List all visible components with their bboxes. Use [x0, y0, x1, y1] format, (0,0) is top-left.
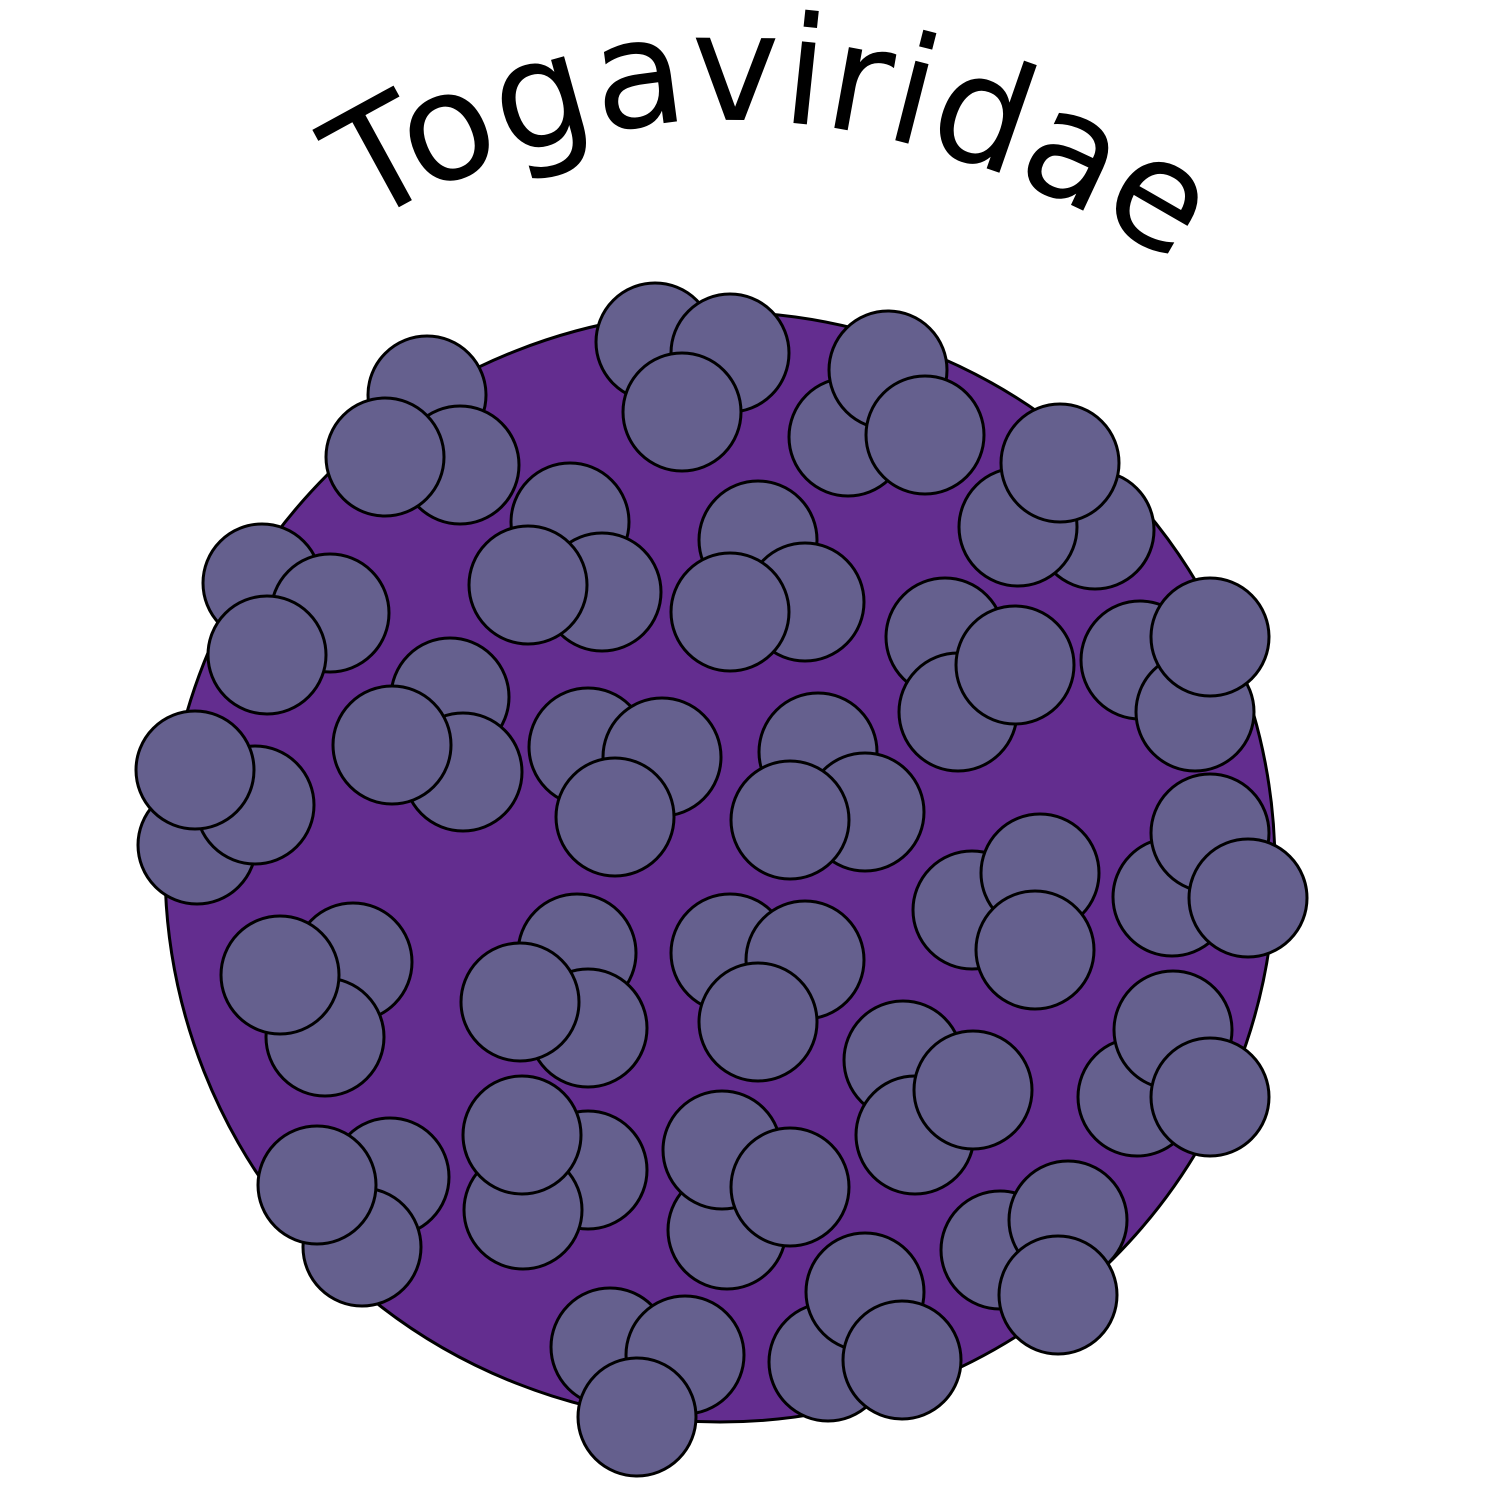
spike-cluster [1111, 772, 1309, 959]
glycoprotein-spike [729, 759, 851, 881]
spike-cluster [549, 1286, 746, 1478]
spike-cluster [219, 901, 414, 1098]
glycoprotein-spike [912, 1029, 1034, 1151]
glycoprotein-spike [669, 551, 791, 673]
glycoprotein-spike [621, 351, 743, 473]
glycoprotein-spike [219, 914, 341, 1036]
spike-cluster [939, 1159, 1129, 1356]
surface-glycoprotein-spikes [134, 281, 1309, 1478]
glycoprotein-spike [461, 1074, 583, 1196]
glycoprotein-spike [697, 961, 819, 1083]
virus-family-title-text: Togaviridae [298, 0, 1244, 294]
spike-cluster [669, 892, 866, 1083]
glycoprotein-spike [256, 1124, 378, 1246]
glycoprotein-spike [1149, 1036, 1271, 1158]
glycoprotein-spike [467, 524, 589, 646]
spike-cluster [256, 1116, 451, 1308]
spike-cluster [884, 576, 1076, 773]
glycoprotein-spike [841, 1299, 963, 1421]
glycoprotein-spike [1149, 576, 1271, 698]
spike-cluster [461, 1074, 649, 1271]
glycoprotein-spike [459, 941, 581, 1063]
glycoprotein-spike [324, 396, 446, 518]
glycoprotein-spike [1187, 837, 1309, 959]
glycoprotein-spike [999, 402, 1121, 524]
glycoprotein-spike [864, 374, 986, 496]
spike-cluster [324, 334, 521, 526]
glycoprotein-spike [331, 684, 453, 806]
spike-cluster [201, 522, 391, 716]
glycoprotein-spike [134, 709, 256, 831]
glycoprotein-spike [206, 594, 328, 716]
spike-cluster [661, 1089, 851, 1291]
virus-family-title: Togaviridae [298, 0, 1244, 294]
spike-cluster [669, 479, 866, 673]
spike-cluster [331, 636, 524, 833]
spike-cluster [459, 892, 649, 1089]
glycoprotein-spike [954, 604, 1076, 726]
glycoprotein-spike [974, 889, 1096, 1011]
spike-cluster [729, 691, 926, 881]
spike-cluster [134, 709, 316, 906]
spike-cluster [842, 999, 1034, 1196]
glycoprotein-spike [554, 756, 676, 878]
spike-cluster [767, 1231, 963, 1423]
spike-cluster [911, 812, 1101, 1011]
spike-cluster [1076, 969, 1271, 1158]
glycoprotein-spike [997, 1234, 1119, 1356]
spike-cluster [594, 281, 791, 473]
spike-cluster [957, 402, 1156, 591]
spike-cluster [467, 461, 663, 653]
spike-cluster [527, 686, 723, 878]
glycoprotein-spike [576, 1356, 698, 1478]
glycoprotein-spike [729, 1126, 851, 1248]
spike-cluster [1079, 576, 1271, 773]
spike-cluster [787, 309, 986, 498]
